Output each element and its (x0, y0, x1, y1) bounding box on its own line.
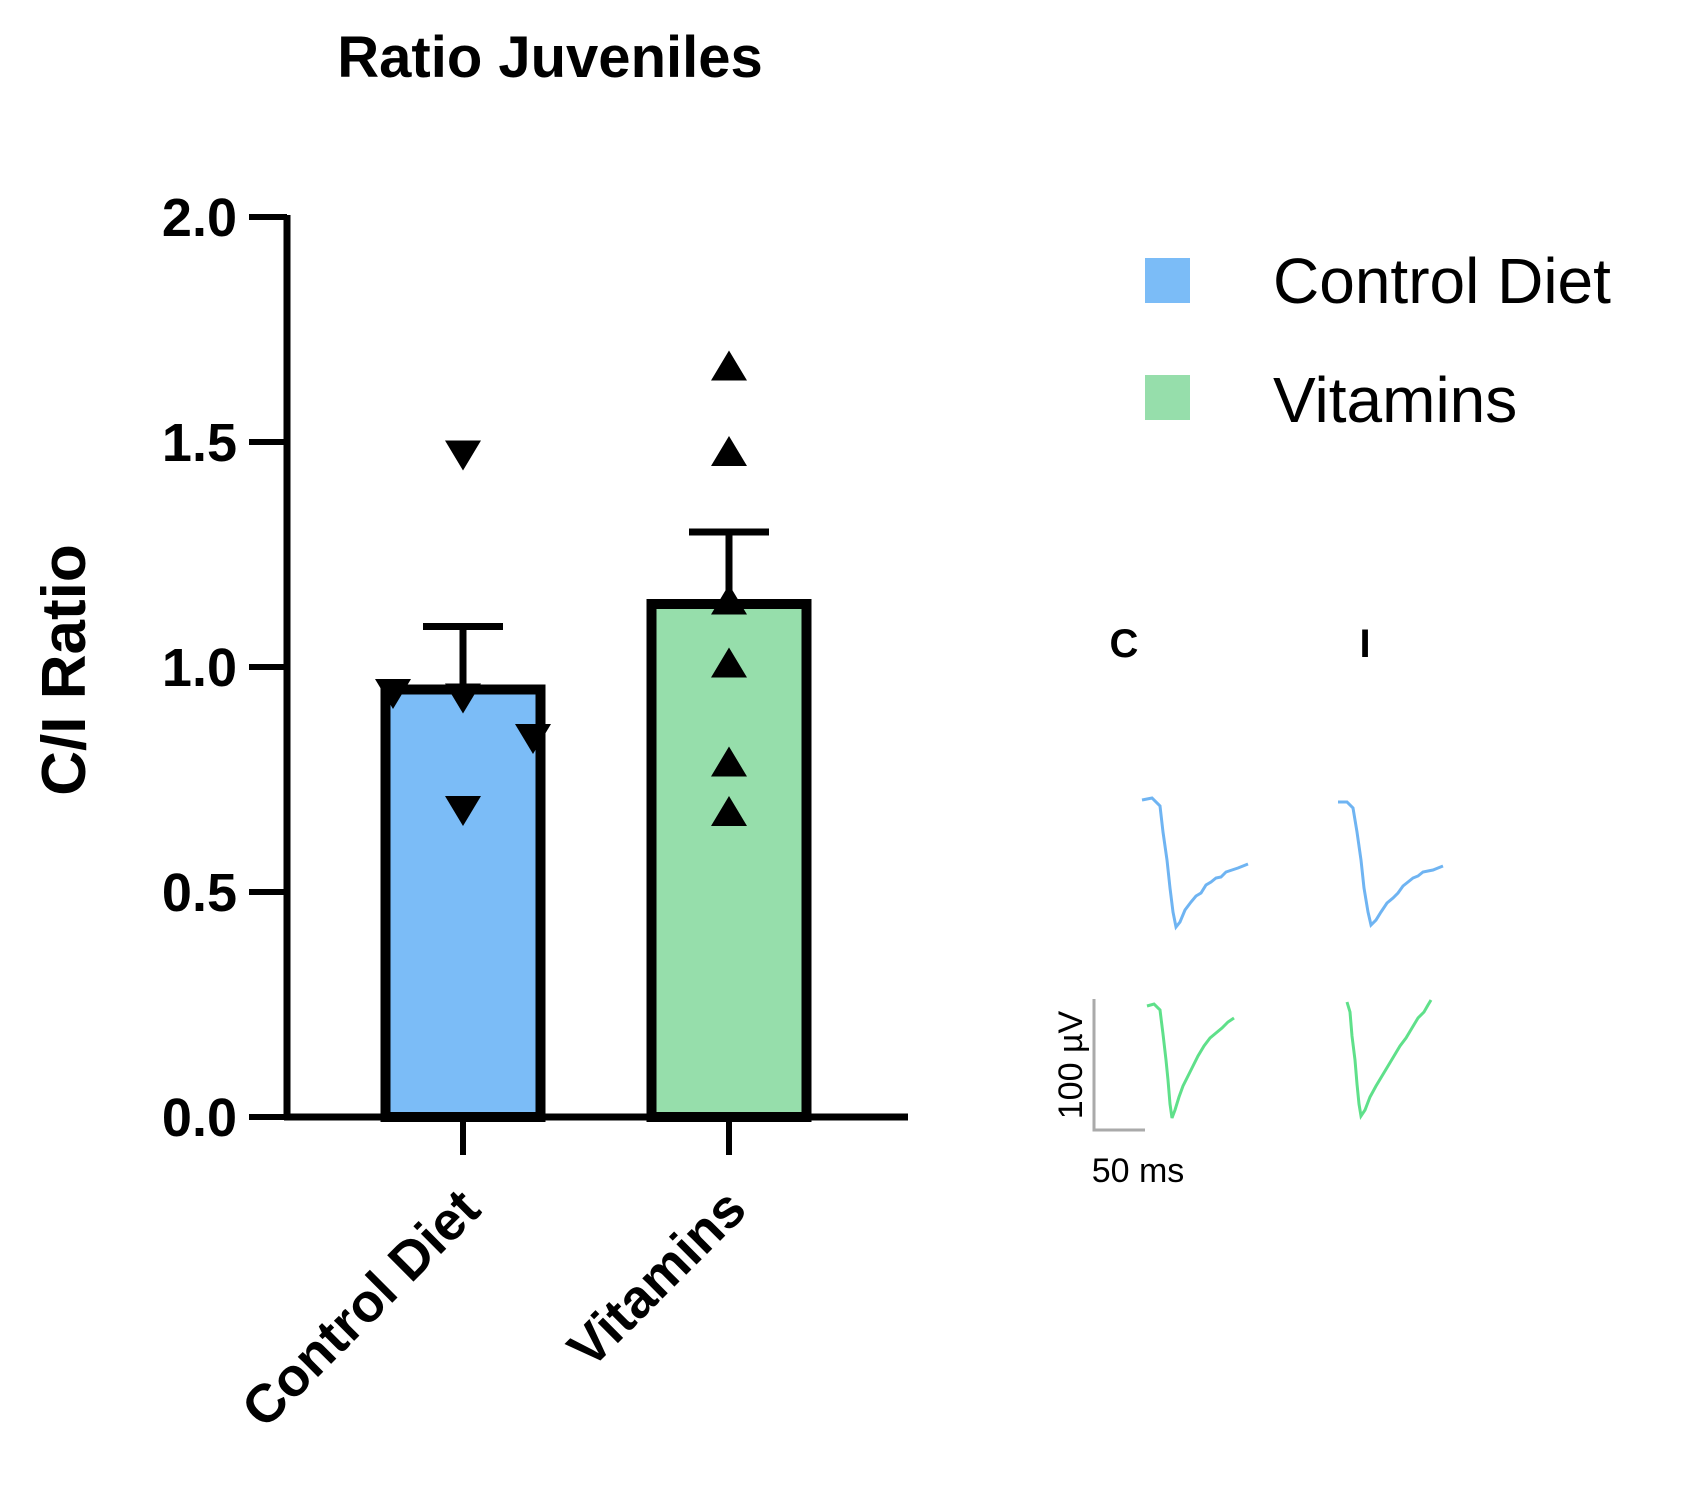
trace-vitamins-i (1345, 999, 1433, 1120)
y-tick-label: 1.5 (162, 413, 237, 473)
data-point-vitamins (711, 647, 747, 678)
trace-vitamins-c (1146, 1002, 1235, 1119)
trace-column-label-c: C (1110, 622, 1139, 666)
scale-bar-y-label: 100 µV (1052, 1010, 1090, 1119)
data-point-vitamins (711, 584, 747, 615)
data-point-vitamins (711, 350, 747, 381)
data-point-vitamins (711, 436, 747, 466)
data-point-vitamins (711, 746, 747, 777)
data-point-vitamins (711, 796, 747, 826)
trace-control-c (1141, 796, 1249, 931)
data-point-control-diet (445, 440, 481, 471)
y-tick-label: 0.0 (162, 1088, 237, 1148)
trace-column-label-i: I (1359, 622, 1370, 666)
data-point-control-diet (445, 683, 481, 714)
chart-title: Ratio Juveniles (337, 25, 762, 90)
bar-control-diet (380, 684, 546, 1122)
data-point-control-diet (445, 796, 481, 826)
legend-label-control-diet: Control Diet (1273, 245, 1611, 317)
y-tick-label: 2.0 (162, 188, 237, 248)
scale-bar (1092, 999, 1145, 1132)
x-tick-label-control-diet: Control Diet (231, 1178, 492, 1439)
plot-area: 0.0 0.5 1.0 1.5 2.0 Control Diet Vitamins (162, 188, 908, 1439)
trace-control-i (1338, 800, 1444, 928)
data-point-control-diet (515, 724, 551, 754)
data-point-control-diet (375, 679, 411, 709)
scale-bar-x-label: 50 ms (1092, 1152, 1185, 1190)
bar-vitamins (646, 599, 812, 1122)
legend-label-vitamins: Vitamins (1273, 364, 1517, 436)
x-tick-label-vitamins: Vitamins (557, 1178, 758, 1379)
y-axis-label: C/I Ratio (30, 544, 99, 795)
example-traces: C I 100 µV 50 ms (1052, 622, 1444, 1190)
legend-swatch-control-diet (1145, 258, 1190, 303)
legend-swatch-vitamins (1145, 375, 1190, 420)
y-tick-label: 1.0 (162, 638, 237, 698)
y-tick-label: 0.5 (162, 863, 237, 923)
legend: Control Diet Vitamins (1145, 245, 1611, 436)
